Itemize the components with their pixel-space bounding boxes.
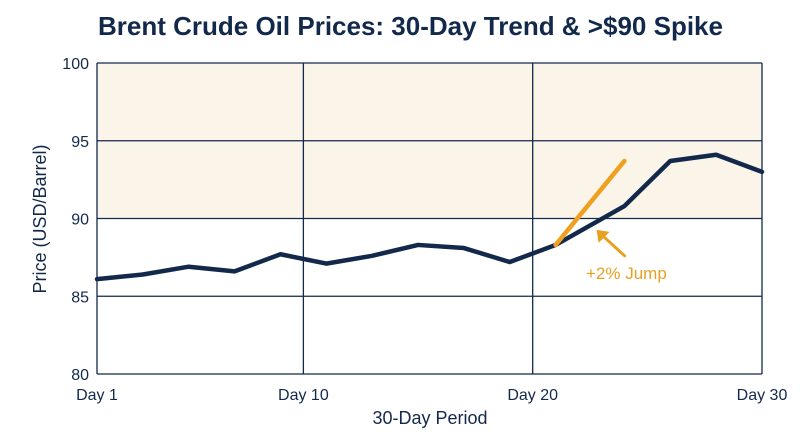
y-axis-label: Price (USD/Barrel) [30,144,50,293]
x-tick-label: Day 10 [278,387,329,404]
x-tick-label: Day 1 [76,387,118,404]
x-tick-label: Day 30 [737,387,788,404]
y-tick-label: 80 [71,367,89,384]
annotation-arrowhead [596,229,610,243]
text-layer: Brent Crude Oil Prices: 30-Day Trend & >… [30,11,787,428]
y-tick-label: 100 [62,56,89,73]
x-axis-label: 30-Day Period [372,408,487,428]
grid-layer [96,62,763,375]
y-tick-label: 85 [71,289,89,306]
jump-highlight-segment [553,158,627,248]
annotation-arrow [599,232,627,258]
price-series-line [94,152,765,282]
y-tick-label: 90 [71,212,89,229]
series-layer [94,152,765,282]
x-tick-label: Day 20 [507,387,558,404]
y-tick-label: 95 [71,134,89,151]
jump-annotation-label: +2% Jump [586,264,667,283]
chart-title: Brent Crude Oil Prices: 30-Day Trend & >… [98,11,723,41]
